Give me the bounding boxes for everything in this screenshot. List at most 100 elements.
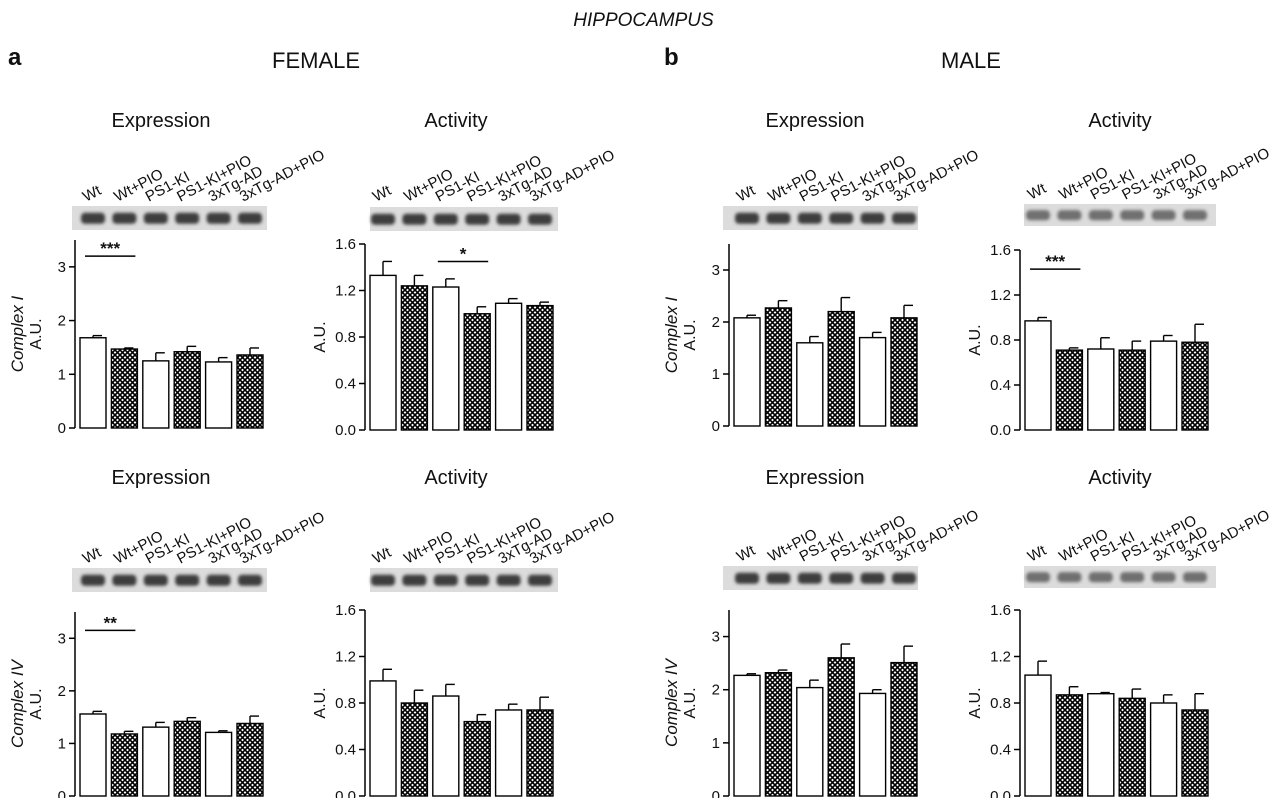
bar <box>796 342 824 427</box>
y-tick-label: 0.4 <box>990 377 1011 394</box>
bar <box>142 360 170 429</box>
y-axis-label: A.U. <box>28 318 45 349</box>
y-axis-label: A.U. <box>967 687 984 718</box>
blot-band <box>1120 210 1145 221</box>
blot-bands <box>1026 210 1207 221</box>
western-blot-strip <box>1024 204 1216 226</box>
y-tick-label: 1 <box>58 735 66 752</box>
category-label: Wt <box>80 544 105 568</box>
y-tick-label: 1.6 <box>335 236 356 253</box>
bar <box>796 686 824 797</box>
category-label: Wt <box>370 544 395 568</box>
y-tick-label: 0.8 <box>990 332 1011 349</box>
blot-band <box>143 574 168 586</box>
bar <box>400 702 429 797</box>
significance-label: ** <box>104 613 118 632</box>
blot-band <box>371 574 395 586</box>
panel-letter-a: a <box>8 44 22 71</box>
blot-bands <box>371 574 552 586</box>
blot-band <box>465 574 490 586</box>
y-tick-label: 1.6 <box>335 602 356 619</box>
chart-title: Activity <box>424 110 487 132</box>
bar <box>1055 349 1084 431</box>
y-axis-complex-label: Complex I <box>8 295 27 372</box>
blot-band <box>433 574 458 586</box>
blot-band <box>829 572 854 584</box>
bar <box>494 709 523 797</box>
chart-title: Expression <box>112 110 211 132</box>
category-label: Wt <box>370 182 395 206</box>
blot-bands <box>735 572 916 584</box>
y-tick-label: 0 <box>712 788 720 798</box>
bar <box>733 317 761 427</box>
y-tick-label: 0 <box>58 420 66 437</box>
y-tick-label: 1.6 <box>990 602 1011 619</box>
bar <box>1118 697 1146 797</box>
significance-label: *** <box>1045 252 1065 271</box>
blot-band <box>496 574 521 586</box>
bar <box>432 286 460 431</box>
y-tick-label: 0 <box>712 418 720 435</box>
blot-band <box>892 572 916 584</box>
blot-band <box>81 212 105 224</box>
y-tick-label: 1.2 <box>990 649 1011 666</box>
blot-band <box>402 213 427 225</box>
y-tick-label: 0.4 <box>335 742 356 759</box>
bar <box>1181 709 1209 797</box>
y-axis-label: A.U. <box>682 319 699 350</box>
blot-band <box>433 213 458 225</box>
bar <box>733 674 761 797</box>
blot-band <box>1057 210 1082 221</box>
blot-band <box>1057 572 1082 583</box>
bar <box>1181 341 1209 431</box>
blot-band <box>81 574 105 586</box>
chart-title: Expression <box>112 467 211 489</box>
bar <box>1087 693 1115 797</box>
blot-band <box>112 212 137 224</box>
y-tick-label: 0.0 <box>335 788 356 798</box>
y-tick-label: 3 <box>58 630 66 647</box>
chart-title: Activity <box>1088 110 1151 132</box>
blot-band <box>238 212 262 224</box>
bar <box>110 348 139 429</box>
bar <box>890 317 918 427</box>
bar <box>142 726 170 797</box>
blot-band <box>1183 572 1207 583</box>
blot-band <box>892 212 916 224</box>
y-tick-label: 1.6 <box>990 242 1011 259</box>
bar <box>79 713 107 797</box>
bar <box>236 722 264 797</box>
bar <box>526 304 554 431</box>
bar <box>173 351 201 429</box>
blot-band <box>860 572 885 584</box>
bar <box>526 709 554 797</box>
bar <box>463 313 491 431</box>
blot-band <box>860 212 885 224</box>
blot-band <box>1151 210 1176 221</box>
blot-band <box>766 212 791 224</box>
blot-bands <box>81 574 262 586</box>
blot-band <box>402 574 427 586</box>
y-tick-label: 1.2 <box>990 287 1011 304</box>
category-label: Wt <box>734 542 759 566</box>
blot-bands <box>81 212 262 224</box>
bar <box>369 274 397 431</box>
bar <box>236 354 264 429</box>
y-tick-label: 3 <box>712 629 720 646</box>
blot-band <box>1026 210 1050 221</box>
y-axis-label: A.U. <box>682 687 699 718</box>
bar <box>827 310 855 427</box>
western-blot-strip <box>370 568 558 592</box>
blot-band <box>735 572 759 584</box>
y-tick-label: 1.2 <box>335 649 356 666</box>
blot-band <box>1088 572 1113 583</box>
bar <box>1149 702 1178 797</box>
y-tick-label: 2 <box>58 313 66 330</box>
chart-title: Activity <box>424 467 487 489</box>
blot-band <box>206 212 231 224</box>
